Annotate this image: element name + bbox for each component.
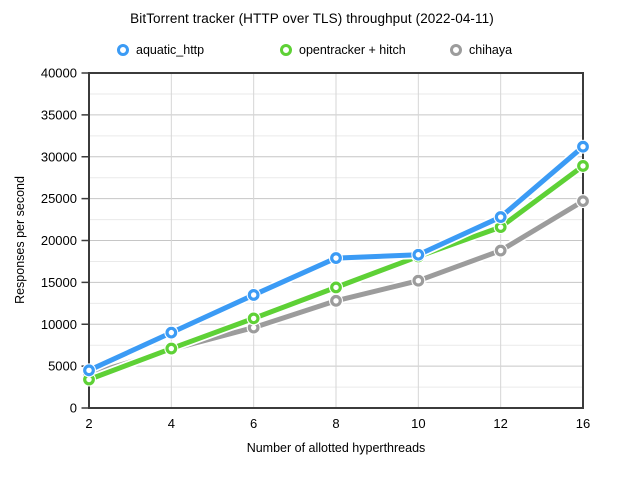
marker-aquatic-http [165, 326, 178, 339]
y-tick-label: 25000 [41, 191, 77, 206]
x-tick-label: 12 [493, 416, 507, 431]
x-tick-label: 4 [168, 416, 175, 431]
marker-opentracker-hitch [330, 281, 342, 294]
y-axis-title: Responses per second [13, 176, 27, 304]
legend-marker-icon [117, 44, 129, 56]
marker-aquatic-http [494, 211, 507, 223]
y-tick-label: 40000 [41, 66, 77, 81]
x-tick-label: 16 [576, 416, 590, 431]
marker-aquatic-http [412, 248, 425, 261]
y-tick-label: 30000 [41, 149, 77, 164]
y-tick-label: 15000 [41, 275, 77, 290]
y-tick-label: 20000 [41, 233, 77, 248]
y-tick-label: 10000 [41, 317, 77, 332]
marker-opentracker-hitch [577, 160, 589, 172]
marker-opentracker-hitch [165, 342, 178, 355]
legend-marker-icon [280, 44, 292, 56]
legend-item-chihaya: chihaya [450, 41, 512, 59]
legend-label: chihaya [469, 43, 513, 57]
y-tick-label: 35000 [41, 107, 77, 122]
legend-item-aquatic-http: aquatic_http [117, 41, 204, 59]
marker-aquatic-http [83, 364, 95, 377]
marker-opentracker-hitch [494, 221, 507, 234]
x-axis-title: Number of allotted hyperthreads [246, 441, 426, 455]
x-tick-label: 8 [332, 416, 339, 431]
y-tick-label: 5000 [48, 359, 77, 374]
chart-title: BitTorrent tracker (HTTP over TLS) throu… [130, 11, 494, 26]
marker-chihaya [494, 244, 507, 257]
legend-item-opentracker-hitch: opentracker + hitch [280, 41, 406, 59]
legend-marker-icon [450, 44, 462, 56]
marker-aquatic-http [330, 252, 342, 264]
marker-chihaya [330, 294, 342, 307]
marker-chihaya [577, 195, 589, 208]
marker-aquatic-http [577, 140, 589, 153]
x-tick-label: 2 [85, 416, 92, 431]
legend-label: aquatic_http [136, 43, 205, 57]
marker-opentracker-hitch [247, 312, 260, 325]
marker-chihaya [412, 274, 425, 287]
marker-aquatic-http [247, 289, 260, 301]
y-tick-label: 0 [70, 401, 77, 416]
legend-label: opentracker + hitch [299, 43, 406, 57]
legend: aquatic_http opentracker + hitch chihaya [0, 41, 624, 59]
x-tick-label: 6 [250, 416, 257, 431]
x-tick-label: 10 [411, 416, 425, 431]
